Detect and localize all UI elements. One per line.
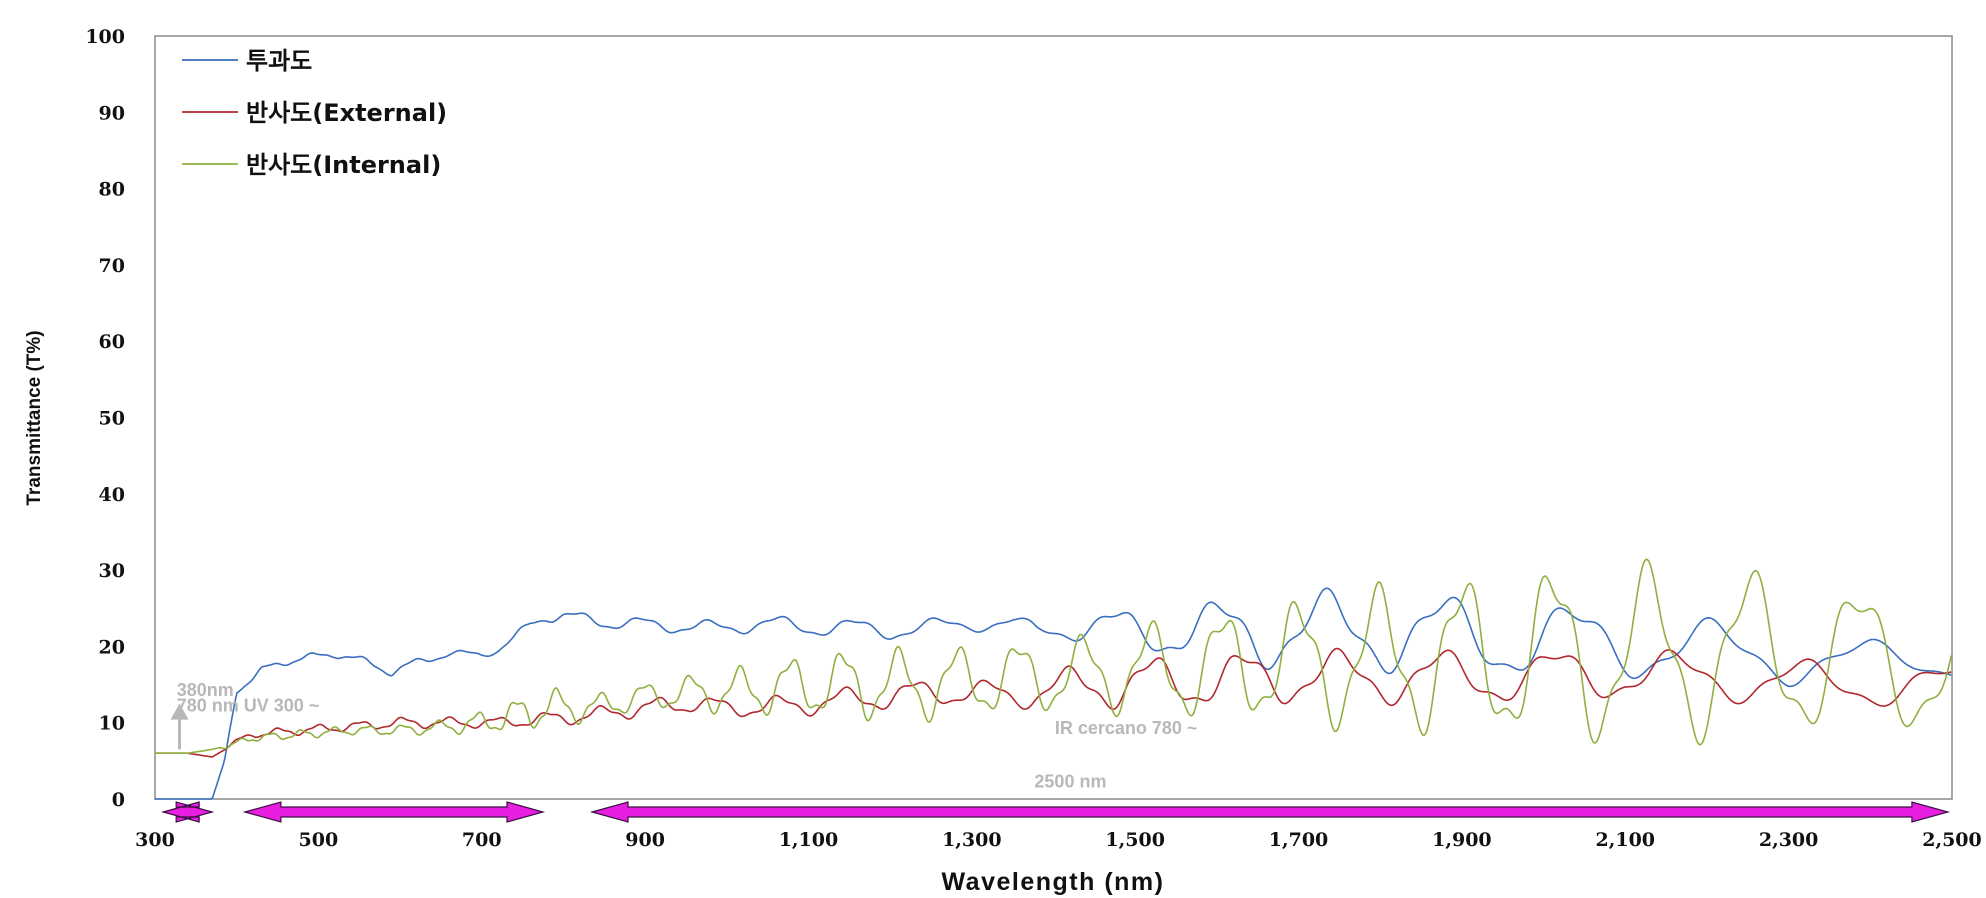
x-tick-label: 1,700 bbox=[1269, 829, 1329, 851]
y-tick-label: 60 bbox=[99, 331, 125, 353]
annotation-text: 380nm bbox=[177, 680, 234, 700]
legend-label: 투과도 bbox=[246, 47, 312, 75]
x-tick-label: 1,100 bbox=[779, 829, 839, 851]
x-tick-label: 700 bbox=[462, 829, 502, 851]
y-tick-label: 50 bbox=[99, 408, 125, 430]
range-arrow bbox=[242, 801, 546, 823]
x-tick-label: 1,500 bbox=[1105, 829, 1165, 851]
x-tick-label: 2,100 bbox=[1596, 829, 1656, 851]
x-tick-label: 2,300 bbox=[1759, 829, 1819, 851]
series-line-3 bbox=[155, 558, 1952, 754]
x-tick-label: 500 bbox=[299, 829, 339, 851]
x-axis-ticks: 300 500 700 900 1,100 1,300 1,500 1,700 1,900 2,1… bbox=[135, 829, 1982, 851]
legend-label: 반사도(External) bbox=[246, 99, 447, 127]
range-arrow bbox=[160, 801, 215, 823]
x-tick-label: 1,900 bbox=[1432, 829, 1492, 851]
legend-label: 반사도(Internal) bbox=[246, 151, 441, 179]
y-tick-label: 90 bbox=[99, 102, 125, 124]
y-tick-label: 20 bbox=[99, 636, 125, 658]
series-line-1 bbox=[155, 587, 1952, 800]
range-arrows bbox=[160, 703, 1951, 823]
y-tick-label: 10 bbox=[99, 713, 125, 735]
series-line-2 bbox=[155, 647, 1952, 758]
y-tick-label: 80 bbox=[99, 179, 125, 201]
range-arrow bbox=[589, 801, 1951, 823]
y-axis-ticks: 0 10 20 30 40 50 60 70 80 90 100 bbox=[85, 26, 125, 811]
annotation-text: 780 nm UV 300 ~ bbox=[177, 695, 320, 715]
annotation-text: 2500 nm bbox=[1034, 772, 1106, 792]
x-tick-label: 2,500 bbox=[1922, 829, 1982, 851]
x-tick-label: 300 bbox=[135, 829, 175, 851]
plot-area bbox=[154, 35, 1953, 800]
y-tick-label: 0 bbox=[112, 789, 125, 811]
y-axis-title: Transmittance (T%) bbox=[24, 330, 45, 505]
marker-arrow-head bbox=[170, 703, 189, 720]
y-tick-label: 70 bbox=[99, 255, 125, 277]
y-tick-label: 30 bbox=[99, 560, 125, 582]
x-axis-title: Wavelength (nm) bbox=[942, 868, 1165, 896]
x-tick-label: 900 bbox=[625, 829, 665, 851]
annotation-text: IR cercano 780 ~ bbox=[1055, 718, 1198, 738]
y-tick-label: 100 bbox=[85, 26, 125, 48]
series-layer bbox=[155, 558, 1952, 800]
y-tick-label: 40 bbox=[99, 484, 125, 506]
x-tick-label: 1,300 bbox=[942, 829, 1002, 851]
